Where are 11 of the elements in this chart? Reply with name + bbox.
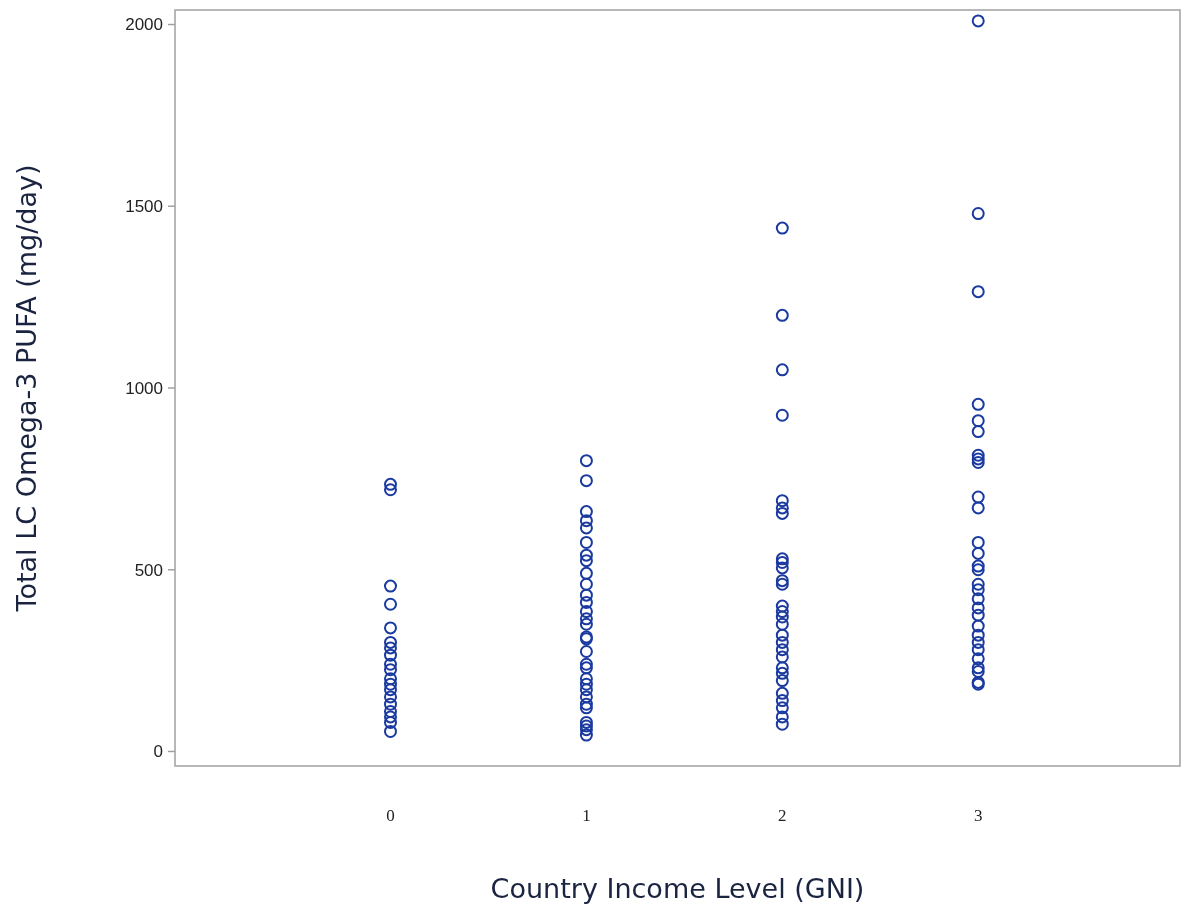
x-axis-title: Country Income Level (GNI) [490,873,865,904]
x-tick-label: 0 [386,806,395,825]
y-tick-label: 500 [134,560,163,580]
x-tick-label: 3 [973,806,983,825]
y-tick-label: 1000 [125,378,163,398]
x-tick-label: 2 [778,806,787,825]
y-axis-title: Total LC Omega-3 PUFA (mg/day) [11,164,42,613]
y-tick-label: 1500 [125,197,163,217]
y-tick-label: 0 [153,742,163,762]
x-tick-label: 1 [582,806,591,825]
y-tick-label: 2000 [125,15,163,35]
